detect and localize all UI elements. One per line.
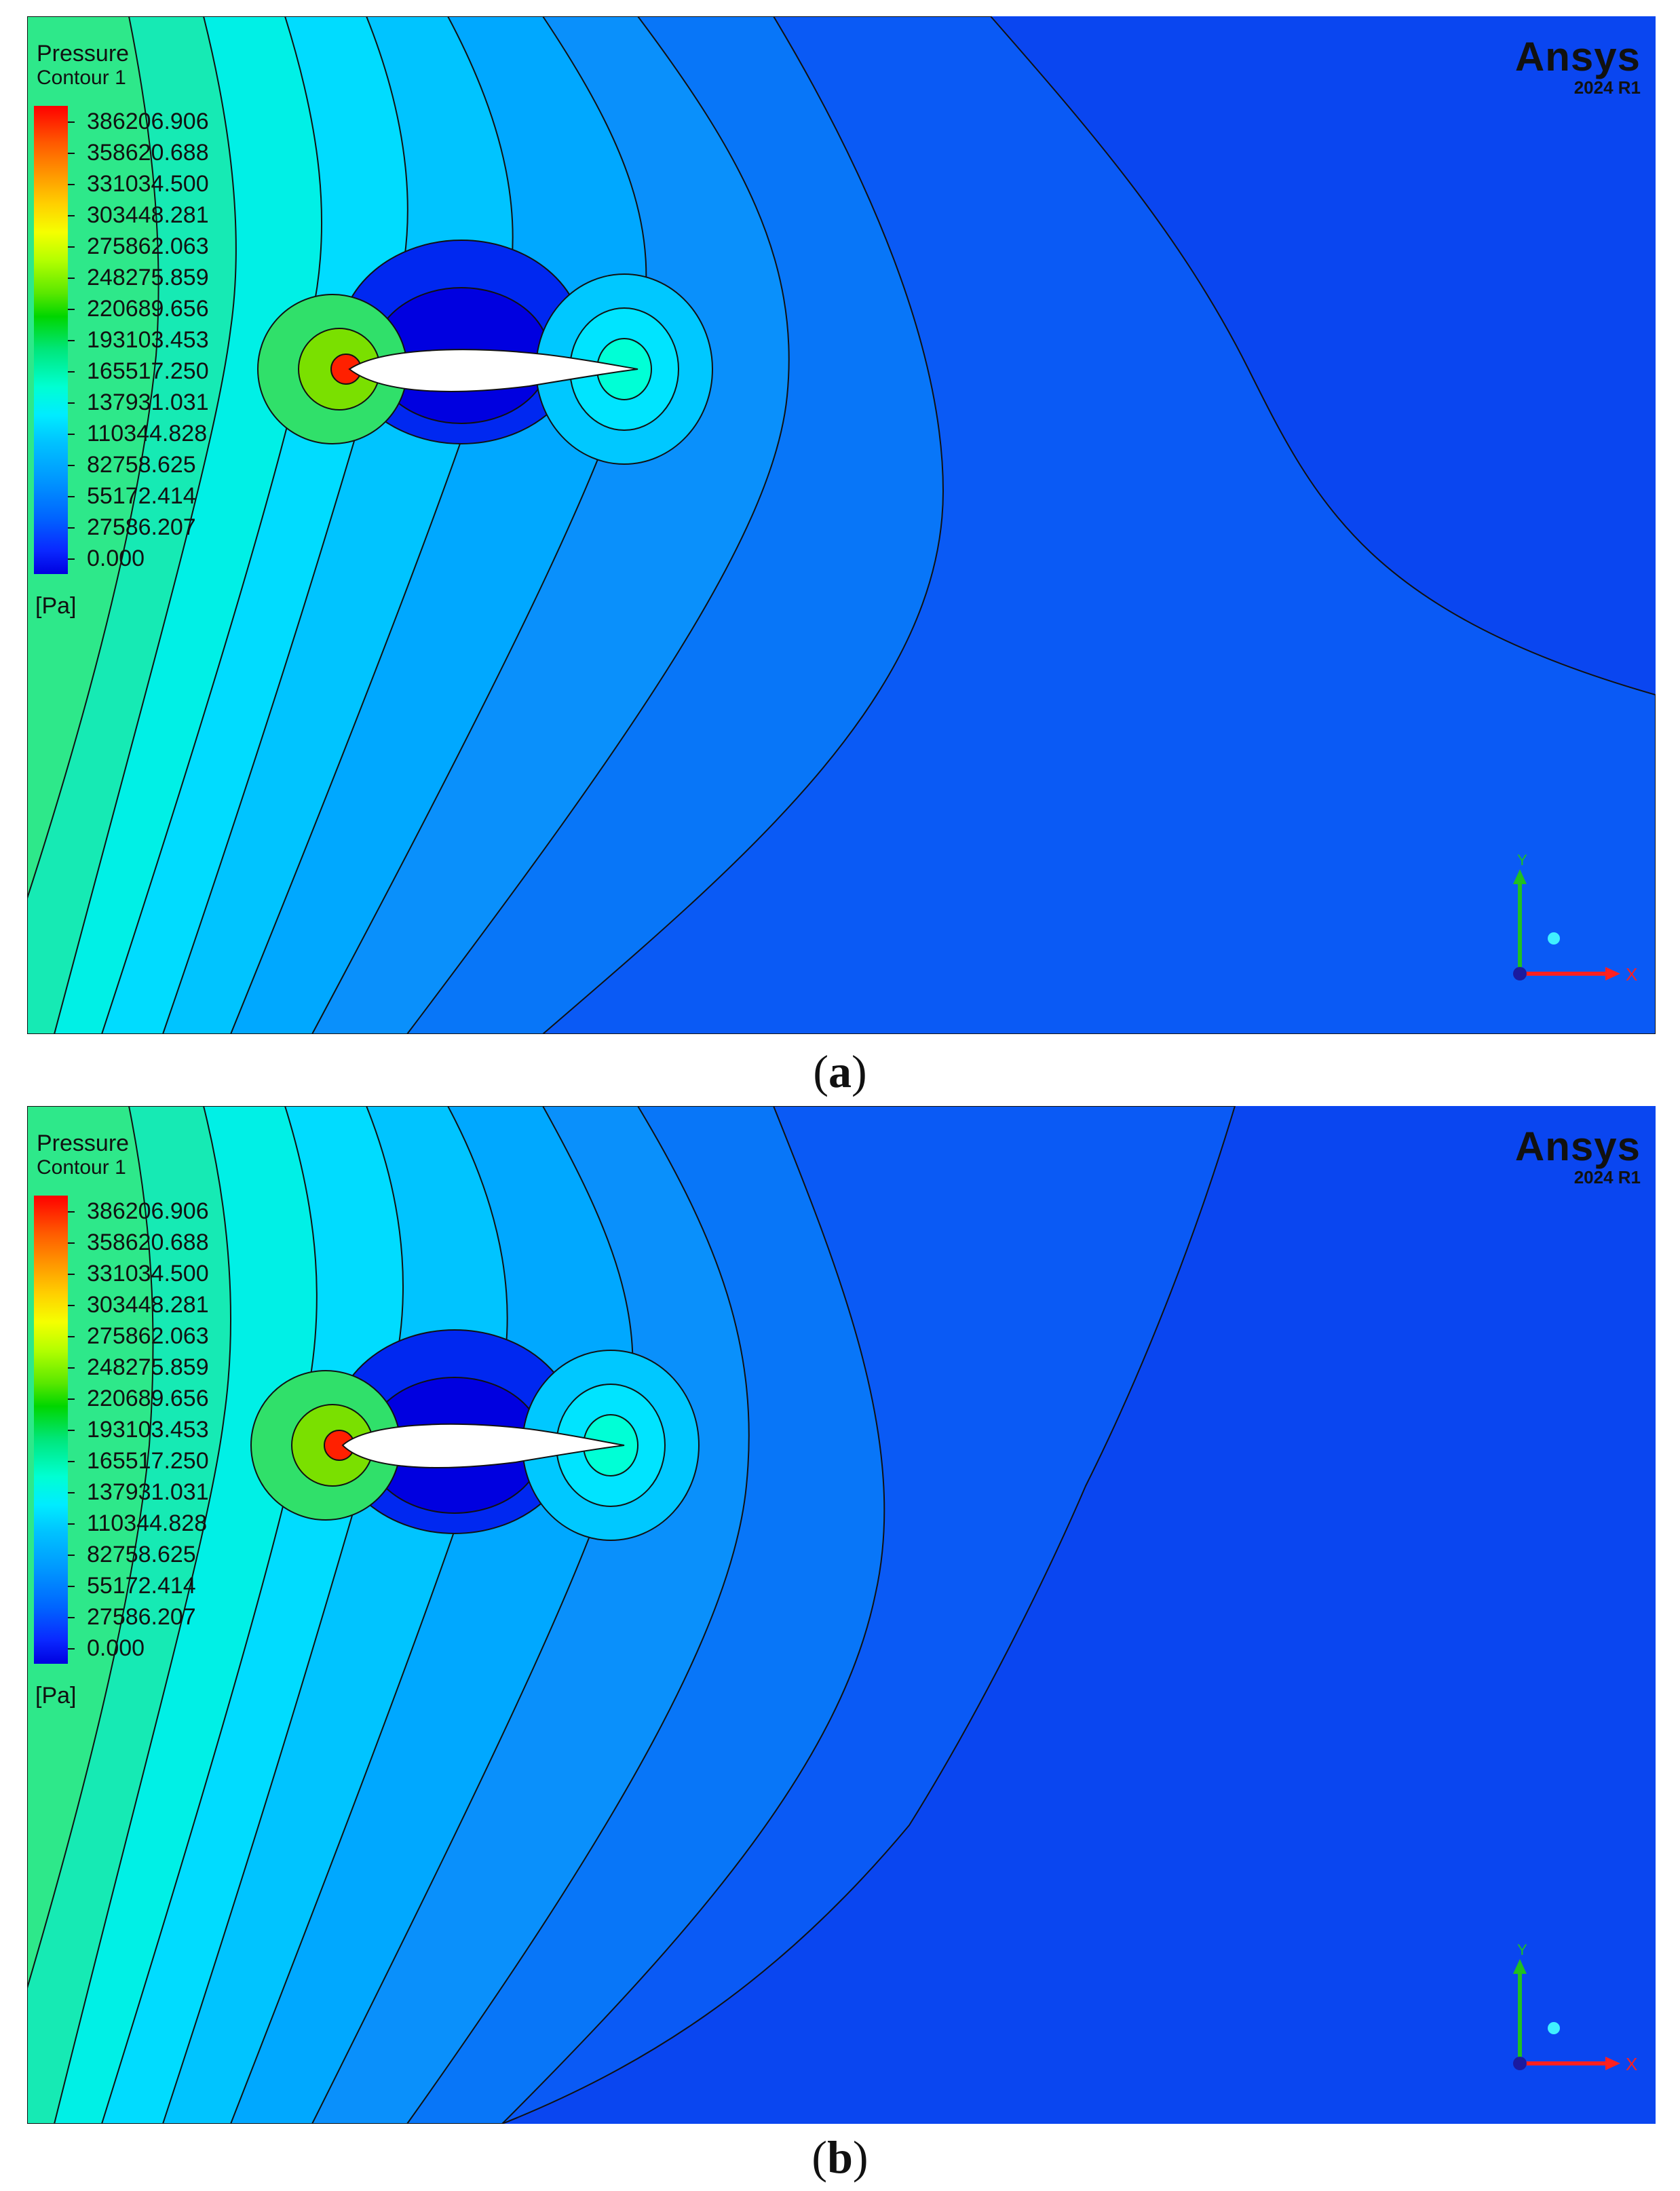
logo-version: 2024 R1 <box>1573 77 1641 98</box>
legend-tick: 193103.453 <box>68 1417 209 1443</box>
legend-tick: 358620.688 <box>68 1230 209 1255</box>
caption-letter: b <box>827 2131 853 2183</box>
figure-caption-b: (b) <box>812 2131 868 2183</box>
legend-tick: 220689.656 <box>68 1386 209 1411</box>
legend-tick: 0.000 <box>67 1635 145 1661</box>
legend-tick: 27586.207 <box>68 514 196 540</box>
legend-tick: 275862.063 <box>68 1323 209 1349</box>
legend-tick: 303448.281 <box>68 202 209 228</box>
legend-tick: 82758.625 <box>68 1542 196 1567</box>
legend-unit: [Pa] <box>35 593 77 619</box>
legend-subtitle: Contour 1 <box>37 1156 126 1179</box>
legend-tick: 193103.453 <box>68 327 209 353</box>
logo-brand: Ansys <box>1514 34 1641 79</box>
legend-tick: 0.000 <box>67 546 145 571</box>
legend-tick: 55172.414 <box>68 1573 196 1599</box>
legend-unit: [Pa] <box>35 1683 77 1709</box>
legend-subtitle: Contour 1 <box>37 66 126 89</box>
figure-caption-a: (a) <box>813 1046 867 1097</box>
legend-tick: 331034.500 <box>68 171 209 197</box>
legend-title: Pressure <box>37 41 130 66</box>
legend-tick: 82758.625 <box>68 452 196 478</box>
legend-tick: 110344.828 <box>67 1510 208 1536</box>
legend-tick: 248275.859 <box>68 1354 209 1380</box>
legend-colorbar <box>34 106 68 574</box>
legend-tick: 386206.906 <box>68 109 209 134</box>
legend-tick: 55172.414 <box>68 483 196 509</box>
legend-tick: 386206.906 <box>68 1198 209 1224</box>
legend-tick: 358620.688 <box>68 140 209 166</box>
axis-triad-b: Y X <box>1513 1944 1637 2074</box>
x-axis-label: X <box>1626 964 1637 985</box>
legend-colorbar <box>34 1196 68 1664</box>
contour-plot-a: Pressure Contour 1 386206.906 358620.688… <box>27 16 1656 1034</box>
contour-plot-b: Pressure Contour 1 386206.906 358620.688… <box>27 1106 1656 2124</box>
legend-tick: 137931.031 <box>68 389 209 415</box>
legend-tick: 165517.250 <box>68 358 209 384</box>
legend-tick: 137931.031 <box>68 1479 209 1505</box>
legend-tick: 110344.828 <box>67 421 208 446</box>
pressure-field-a <box>27 16 1656 1034</box>
legend-tick: 248275.859 <box>68 265 209 290</box>
ansys-logo: Ansys 2024 R1 <box>1514 1124 1641 1188</box>
logo-brand: Ansys <box>1514 1124 1641 1169</box>
legend-tick: 331034.500 <box>68 1261 209 1287</box>
pressure-field-b <box>27 1106 1656 2124</box>
legend-tick: 27586.207 <box>68 1604 196 1630</box>
legend-tick: 275862.063 <box>68 233 209 259</box>
caption-letter: a <box>828 1046 852 1097</box>
legend-title: Pressure <box>37 1130 130 1156</box>
legend-tick: 165517.250 <box>68 1448 209 1474</box>
legend-tick: 303448.281 <box>68 1292 209 1318</box>
ansys-logo: Ansys 2024 R1 <box>1515 37 1641 98</box>
y-axis-label: Y <box>1517 1944 1527 1958</box>
y-axis-label: Y <box>1517 854 1527 869</box>
legend-tick: 220689.656 <box>68 296 209 322</box>
x-axis-label: X <box>1626 2054 1637 2074</box>
logo-version: 2024 R1 <box>1573 1167 1641 1187</box>
axis-triad-a: Y X <box>1513 854 1637 985</box>
